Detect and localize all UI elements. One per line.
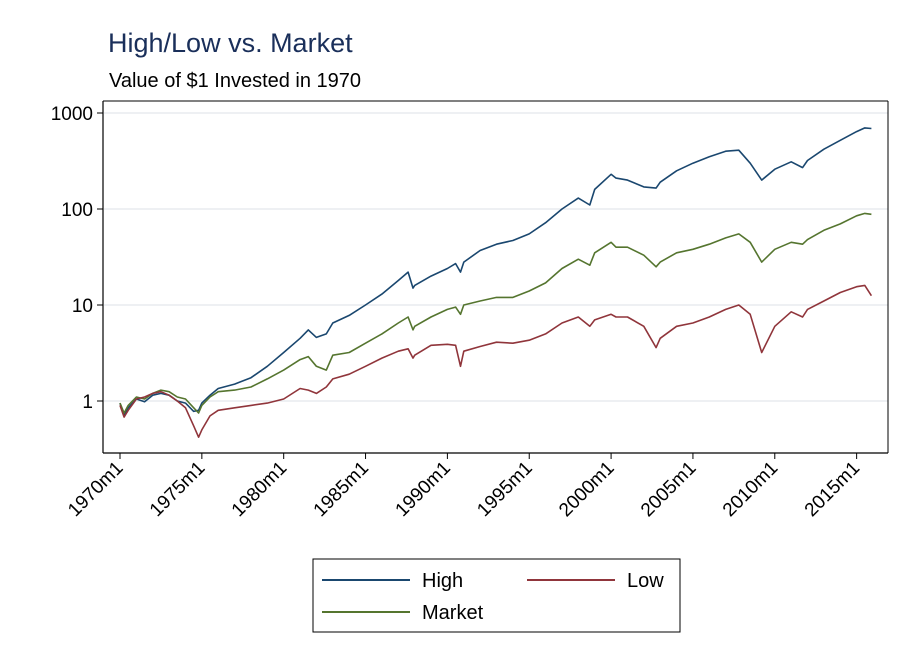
x-tick-label: 1975m1 [146, 458, 209, 521]
series-lines [119, 127, 873, 439]
y-axis: 1 10 100 1000 [51, 104, 103, 413]
legend-label-market: Market [422, 602, 484, 624]
x-axis: 1970m1 1975m1 1980m1 1985m1 1990m1 1995m1 2000… [64, 453, 864, 521]
series-line-high [119, 127, 872, 416]
y-tick-label: 100 [61, 200, 93, 221]
x-tick-label: 2015m1 [801, 458, 864, 521]
y-tick-label: 1 [82, 392, 93, 413]
x-tick-label: 1995m1 [473, 458, 536, 521]
x-tick-label: 1970m1 [64, 458, 127, 521]
x-tick-label: 2000m1 [555, 458, 618, 521]
y-tick-label: 1000 [51, 104, 93, 125]
chart-subtitle: Value of $1 Invested in 1970 [109, 70, 361, 92]
y-tick-label: 10 [72, 296, 93, 317]
legend: High Low Market [312, 558, 681, 633]
series-line-market [119, 212, 872, 414]
x-tick-label: 1990m1 [392, 458, 455, 521]
legend-label-low: Low [627, 570, 664, 592]
legend-label-high: High [422, 570, 463, 592]
series-line-low [119, 284, 873, 439]
legend-box [312, 558, 681, 633]
gridlines [104, 112, 888, 402]
x-tick-label: 2010m1 [719, 458, 782, 521]
x-tick-label: 1985m1 [310, 458, 373, 521]
x-tick-label: 2005m1 [637, 458, 700, 521]
chart-title: High/Low vs. Market [108, 28, 353, 58]
x-tick-label: 1980m1 [228, 458, 291, 521]
